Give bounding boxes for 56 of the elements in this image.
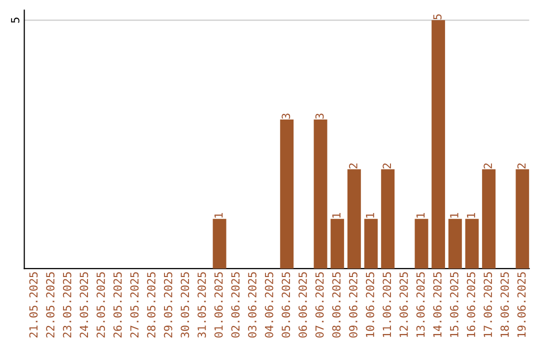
x-tick-label: 12.06.2025 xyxy=(400,272,408,337)
x-tick-label: 18.06.2025 xyxy=(500,272,509,337)
data-label: 1 xyxy=(332,212,340,218)
x-tick-label: 02.06.2025 xyxy=(231,272,240,338)
data-label: 3 xyxy=(282,114,290,119)
bar xyxy=(516,169,530,269)
data-label: 2 xyxy=(349,163,358,168)
bar xyxy=(432,20,446,269)
x-tick-label: 07.06.2025 xyxy=(315,272,324,338)
bar xyxy=(465,218,479,269)
x-tick-label: 16.06.2025 xyxy=(466,272,476,337)
data-label: 1 xyxy=(450,212,458,218)
x-tick-label: 10.06.2025 xyxy=(366,272,374,337)
bar xyxy=(347,169,361,269)
x-tick-label: 06.06.2025 xyxy=(298,272,307,338)
x-tick-label: 15.06.2025 xyxy=(450,272,458,337)
x-tick-label: 22.05.2025 xyxy=(46,272,54,338)
x-tick-label: 13.06.2025 xyxy=(416,272,425,337)
x-tick-label: 31.05.2025 xyxy=(198,272,206,338)
x-tick-label: 08.06.2025 xyxy=(332,272,341,338)
x-tick-label: 30.05.2025 xyxy=(180,272,190,338)
data-label: 1 xyxy=(214,212,223,218)
x-tick-label: 01.06.2025 xyxy=(214,272,223,338)
data-label: 1 xyxy=(466,212,476,218)
x-tick-label: 25.05.2025 xyxy=(96,272,105,338)
bar xyxy=(364,218,378,269)
bar xyxy=(482,169,496,269)
bar xyxy=(381,169,395,269)
x-tick-label: 09.06.2025 xyxy=(349,272,358,338)
data-label: 1 xyxy=(366,212,374,218)
bar xyxy=(330,218,344,269)
bar xyxy=(314,120,328,269)
x-tick-label: 27.05.2025 xyxy=(130,272,139,338)
x-tick-label: 21.05.2025 xyxy=(29,272,38,338)
data-label: 5 xyxy=(433,14,442,20)
x-tick-label: 11.06.2025 xyxy=(382,272,392,337)
data-label: 2 xyxy=(484,163,492,168)
bar xyxy=(414,218,428,269)
data-label: 1 xyxy=(416,212,425,218)
data-label: 2 xyxy=(517,163,526,168)
bar xyxy=(448,218,462,269)
x-tick-label: 17.06.2025 xyxy=(484,272,492,337)
x-tick-label: 05.06.2025 xyxy=(282,272,290,338)
x-tick-label: 24.05.2025 xyxy=(80,272,88,338)
bar xyxy=(212,218,226,269)
x-tick-label: 14.06.2025 xyxy=(433,272,442,337)
x-tick-label: 28.05.2025 xyxy=(147,272,156,338)
x-tick-label: 19.06.2025 xyxy=(517,272,526,337)
x-tick-label: 26.05.2025 xyxy=(113,272,122,338)
x-tick-label: 04.06.2025 xyxy=(264,272,274,338)
bar xyxy=(280,120,294,269)
data-label: 2 xyxy=(382,163,391,168)
x-tick-label: 03.06.2025 xyxy=(248,272,256,338)
x-tick-label: 23.05.2025 xyxy=(62,272,72,338)
data-label: 3 xyxy=(315,114,324,119)
x-tick-label: 29.05.2025 xyxy=(164,272,172,338)
